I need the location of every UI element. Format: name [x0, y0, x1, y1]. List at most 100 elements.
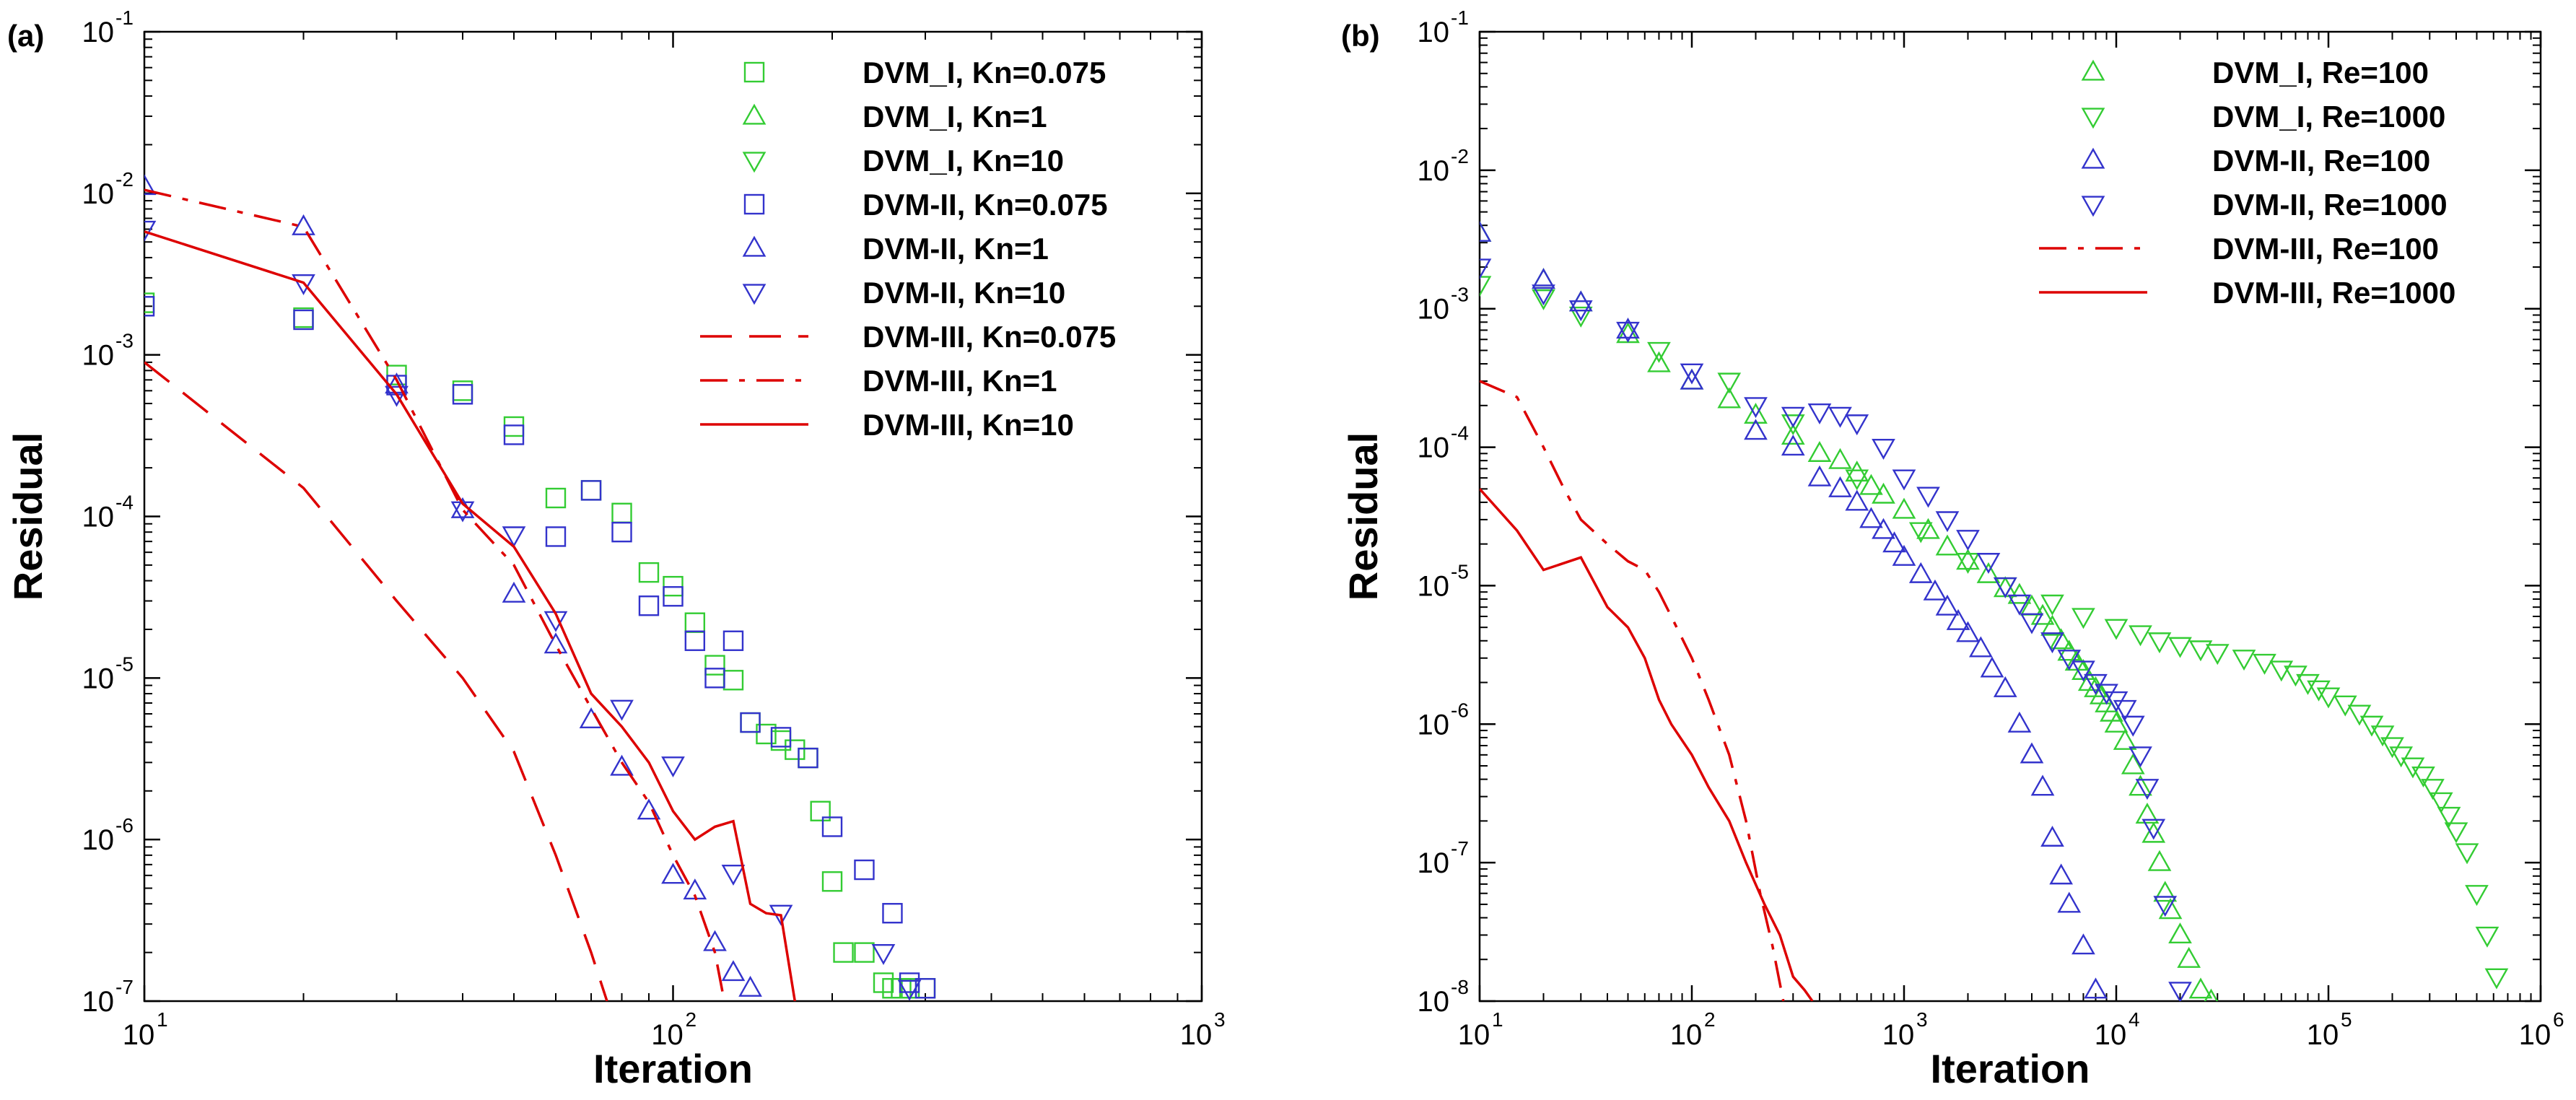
- series-dvm-ii-kn-0-075-point: [452, 384, 473, 405]
- legend-label: DVM_I, Re=1000: [2212, 100, 2445, 134]
- series-dvm-i-re-100-point: [1828, 448, 1852, 469]
- plot-area: [144, 174, 936, 1001]
- legend-label: DVM-II, Kn=10: [863, 276, 1065, 310]
- series-dvm-ii-kn-0-075-point: [638, 595, 660, 616]
- series-dvm-i-re-1000-point: [2484, 968, 2509, 990]
- series-dvm-i-kn-0-075-point: [810, 800, 831, 821]
- series-dvm-ii-kn-1-point: [502, 581, 526, 603]
- y-tick-label: 10: [82, 663, 115, 694]
- series-dvm-ii-kn-1-point: [144, 174, 157, 196]
- y-tick-exponent: -2: [115, 168, 134, 191]
- x-tick-label: 10: [123, 1019, 155, 1051]
- series-dvm-i-re-1000-point: [2437, 806, 2461, 828]
- series-dvm-i-re-1000-point: [2411, 767, 2435, 787]
- series-dvm-i-re-1000-point: [2307, 680, 2331, 702]
- series-dvm-ii-re-1000-point: [1976, 553, 2001, 575]
- panel-a: 10 1 10 2 10 310 -110 -210 -310 -410 -510 -610 -7Ite…: [5, 6, 1226, 1091]
- series-dvm-ii-re-1000-point: [1532, 284, 1555, 306]
- y-tick-label: 10: [82, 340, 115, 372]
- legend-marker: [743, 61, 765, 83]
- series-dvm-ii-kn-10-point: [502, 526, 526, 548]
- series-dvm-ii-kn-1-point: [385, 372, 409, 394]
- legend-label: DVM-III, Kn=1: [863, 364, 1057, 398]
- y-tick-label: 10: [82, 824, 115, 856]
- series-dvm-i-re-100-point: [1647, 351, 1671, 372]
- series-dvm-ii-re-1000-point: [1916, 486, 1940, 508]
- y-tick-exponent: -2: [1451, 145, 1469, 167]
- series-dvm-i-kn-0-075-point: [704, 655, 725, 676]
- series-dvm-i-re-100-point: [1976, 562, 2001, 583]
- series-dvm-i-re-1000-point: [2316, 687, 2341, 709]
- series-dvm-i-re-100-point: [2177, 946, 2201, 968]
- series-dvm-ii-re-100-point: [1892, 544, 1916, 566]
- series-dvm-ii-re-1000-point: [1892, 469, 1916, 491]
- series-dvm-ii-kn-0-075-point: [798, 747, 818, 769]
- x-tick-exponent: 3: [1214, 1008, 1226, 1031]
- series-dvm-i-re-1000-point: [2465, 885, 2489, 907]
- legend-entry: DVM_I, Kn=0.075: [743, 56, 1106, 90]
- series-dvm-ii-re-100-point: [1993, 676, 2017, 697]
- series-dvm-iii-kn-0-075-line: [144, 361, 608, 1001]
- series-dvm-ii-kn-10-point: [871, 944, 896, 966]
- series-dvm-ii-kn-1-point: [738, 975, 762, 997]
- series-dvm-i-re-100-point: [1872, 482, 1895, 504]
- series-dvm-i-re-100-point: [2049, 628, 2074, 650]
- series-dvm-i-re-1000-point: [2421, 779, 2445, 800]
- series-dvm-i-re-1000-point: [1781, 414, 1805, 436]
- series-dvm-i-re-100-point: [2064, 650, 2089, 671]
- series-dvm-ii-kn-1-point: [292, 214, 315, 235]
- series-dvm-ii-re-100-point: [2007, 711, 2032, 733]
- series-dvm-ii-re-100-point: [1908, 562, 1933, 583]
- legend-entry: DVM-III, Re=100: [2039, 232, 2439, 266]
- series-dvm-ii-re-100-point: [1859, 507, 1883, 528]
- x-tick-exponent: 2: [686, 1008, 697, 1031]
- legend-marker: [2081, 147, 2105, 169]
- series-dvm-ii-re-100-point: [1828, 476, 1852, 497]
- series-dvm-i-re-1000-point: [1956, 553, 1980, 575]
- series-dvm-ii-kn-1-point: [579, 707, 603, 729]
- y-tick-label: 10: [1418, 986, 1450, 1018]
- x-tick-exponent: 1: [1492, 1008, 1503, 1031]
- series-dvm-i-re-1000-point: [2455, 843, 2479, 865]
- y-tick-label: 10: [1418, 709, 1450, 741]
- series-dvm-ii-re-1000-point: [2135, 779, 2160, 800]
- series-dvm-ii-kn-0-075-point: [580, 480, 602, 501]
- series-dvm-i-re-100-point: [2113, 728, 2137, 750]
- series-dvm-ii-re-100-point: [1744, 419, 1768, 440]
- series-dvm-i-kn-0-075-point: [798, 747, 818, 769]
- series-dvm-i-kn-0-075-point: [611, 502, 632, 523]
- series-dvm-ii-kn-1-point: [661, 863, 685, 884]
- series-dvm-ii-kn-10-point: [610, 699, 634, 721]
- series-dvm-ii-re-100-point: [1532, 268, 1555, 289]
- series-dvm-i-re-100-point: [2188, 977, 2213, 999]
- series-dvm-ii-kn-0-075-point: [611, 521, 632, 543]
- series-dvm-ii-kn-0-075-point: [684, 630, 706, 651]
- y-tick-exponent: -7: [115, 976, 134, 998]
- series-dvm-i-re-100-point: [1680, 368, 1704, 390]
- x-tick-exponent: 6: [2553, 1008, 2564, 1031]
- series-dvm-i-re-1000-point: [1717, 372, 1742, 394]
- legend-marker: [2081, 59, 2105, 81]
- series-dvm-i-kn-0-075-point: [580, 480, 602, 501]
- series-dvm-i-re-1000-point: [2040, 594, 2064, 616]
- y-tick-label: 10: [1418, 847, 1450, 879]
- series-dvm-i-re-100-point: [1956, 549, 1980, 570]
- legend-label: DVM-II, Re=100: [2212, 144, 2430, 178]
- x-tick-label: 10: [2519, 1019, 2551, 1051]
- legend-label: DVM-III, Re=1000: [2212, 276, 2455, 310]
- legend-entry: DVM-III, Re=1000: [2039, 276, 2455, 310]
- legend-marker: [2081, 108, 2105, 129]
- series-dvm-i-kn-0-075-point: [545, 487, 567, 509]
- series-dvm-ii-re-1000-point: [2040, 632, 2064, 654]
- series-dvm-i-re-1000-point: [1647, 341, 1671, 363]
- y-tick-exponent: -6: [115, 814, 134, 837]
- legend-label: DVM-III, Kn=0.075: [863, 320, 1116, 354]
- series-dvm-iii-kn-1-line: [144, 188, 726, 1001]
- series-dvm-ii-kn-10-point: [897, 979, 922, 1001]
- y-tick-exponent: -4: [1451, 422, 1469, 445]
- series-dvm-i-re-100-point: [2104, 711, 2129, 733]
- series-dvm-i-re-1000-point: [2071, 608, 2095, 629]
- series-dvm-ii-kn-0-075-point: [740, 712, 761, 733]
- y-axis-title: Residual: [1340, 432, 1386, 601]
- series-dvm-ii-re-1000-point: [1845, 414, 1869, 436]
